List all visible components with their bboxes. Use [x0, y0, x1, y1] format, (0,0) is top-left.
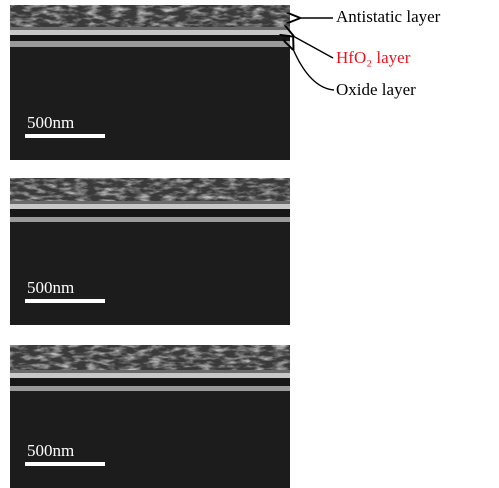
scale-label: 500nm	[27, 278, 74, 297]
oxide-layer	[10, 41, 290, 47]
oxide-layer	[10, 386, 290, 391]
hfo2-layer	[10, 204, 290, 209]
hfo2-glow	[10, 201, 290, 204]
figure: 500nm 500nm 500nm Antistatic layer HfO₂ la…	[0, 0, 499, 488]
dark-band	[10, 209, 290, 217]
annotations: Antistatic layer HfO₂ layer Oxide layer	[293, 7, 441, 99]
sem-panels: 500nm 500nm 500nm	[10, 5, 290, 488]
sem-image: 500nm	[10, 5, 290, 160]
hfo2-layer	[10, 30, 290, 35]
antistatic-texture	[10, 178, 290, 202]
scale-label: 500nm	[27, 113, 74, 132]
hfo2-label: HfO₂ layer	[336, 48, 411, 67]
hfo2-glow	[10, 27, 290, 30]
oxide-label: Oxide layer	[336, 80, 416, 99]
hfo2-layer	[10, 373, 290, 378]
oxide-layer	[10, 217, 290, 222]
dark-band	[10, 378, 290, 386]
hfo2-glow	[10, 370, 290, 373]
antistatic-texture	[10, 345, 290, 371]
sem-image: 500nm	[10, 178, 290, 325]
sem-image: 500nm	[10, 345, 290, 488]
antistatic-texture	[10, 5, 290, 27]
scale-label: 500nm	[27, 441, 74, 460]
arrow	[293, 36, 333, 58]
dark-band	[10, 35, 290, 41]
antistatic-label: Antistatic layer	[336, 7, 441, 26]
